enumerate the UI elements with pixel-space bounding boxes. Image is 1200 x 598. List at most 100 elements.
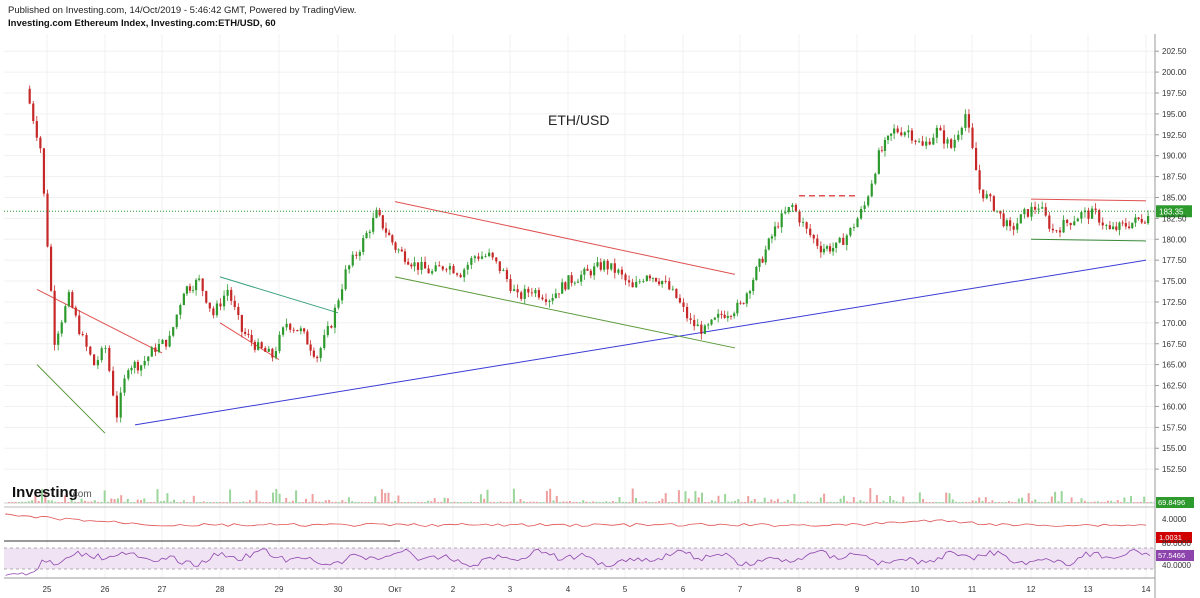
volume-bar [592, 501, 595, 503]
volume-bar [720, 501, 723, 503]
candle-body [889, 133, 893, 136]
candle-body [859, 208, 863, 219]
volume-bar [1040, 501, 1043, 503]
candle-body [1062, 219, 1065, 233]
volume-bar [206, 501, 208, 503]
candle-body [828, 246, 832, 252]
volume-bar [67, 501, 70, 503]
volume-bar [281, 502, 284, 503]
volume-bar [559, 501, 562, 503]
candle-body [498, 261, 501, 272]
price-tick-label: 165.00 [1162, 361, 1187, 370]
candle-body [627, 280, 631, 283]
volume-bar [763, 497, 766, 503]
volume-bar [496, 501, 499, 503]
candle-body [971, 127, 974, 148]
volume-bar [77, 501, 80, 503]
candle-body [917, 141, 921, 143]
trend-line [134, 259, 1147, 426]
volume-bar [582, 500, 585, 503]
candle-body [316, 356, 319, 359]
volume-bar [503, 501, 505, 503]
candle-body [564, 282, 567, 290]
volume-bar [87, 501, 90, 503]
candle-body [1098, 210, 1101, 223]
candle-body [330, 325, 333, 328]
candle-body [85, 335, 88, 347]
candle-body [448, 266, 452, 270]
candle-body [964, 114, 967, 128]
volume-bar [842, 495, 845, 503]
candle-body [452, 266, 455, 274]
candle-body [682, 302, 685, 307]
volume-bar [938, 501, 941, 503]
candle-body [143, 360, 146, 366]
candle-body [60, 322, 63, 334]
volume-bar [1113, 501, 1116, 503]
volume-bar [737, 499, 740, 503]
price-tick-label: 192.50 [1162, 131, 1187, 140]
candle-body [285, 323, 288, 328]
candle-body [580, 274, 583, 282]
volume-bar [384, 492, 387, 503]
candle-body [441, 266, 444, 270]
volume-bar [621, 501, 624, 503]
time-tick-label: 6 [681, 585, 686, 594]
candle-body [805, 222, 808, 229]
candle-body [812, 235, 815, 239]
volume-bar [875, 495, 878, 503]
volume-bar [400, 502, 403, 503]
volume-bar [651, 501, 654, 503]
time-tick-label: 28 [216, 585, 225, 594]
volume-bar [479, 494, 482, 503]
candle-body [1118, 222, 1121, 230]
candle-body [787, 207, 790, 213]
candle-body [309, 344, 312, 351]
candle-body [495, 257, 498, 262]
candle-body [516, 289, 519, 293]
volume-bar [644, 501, 647, 503]
volume-bar [872, 501, 875, 503]
volume-bar [1070, 497, 1073, 503]
oscillator-panel: 4.0000 1.0031 [4, 506, 1192, 543]
volume-bar [456, 501, 459, 503]
volume-bar [163, 500, 166, 503]
candle-body [825, 246, 829, 249]
volume-bar [1116, 500, 1119, 503]
candle-body [960, 127, 963, 135]
price-tick-label: 200.00 [1162, 68, 1187, 77]
volume-bar [308, 502, 311, 503]
candle-body [267, 348, 270, 352]
candle-body [410, 264, 413, 267]
volume-bar [354, 501, 357, 503]
volume-bar [453, 501, 456, 503]
volume-bar [90, 501, 93, 503]
volume-bar [519, 499, 522, 503]
volume-bar [1054, 491, 1057, 503]
volume-bar [433, 498, 436, 503]
candle-body [1026, 209, 1030, 217]
volume-bar [113, 499, 116, 503]
volume-bar [357, 501, 360, 503]
candle-body [675, 288, 678, 298]
candle-body [567, 275, 570, 290]
volume-bar [717, 495, 720, 503]
candle-body [739, 302, 742, 304]
volume-bar [790, 501, 793, 503]
price-tick-label: 152.50 [1162, 465, 1187, 474]
candle-body [696, 324, 699, 327]
candle-body [161, 339, 164, 344]
volume-bar [1143, 496, 1146, 503]
candle-body [46, 193, 49, 247]
volume-bar [895, 501, 898, 503]
price-tick-label: 167.50 [1162, 340, 1187, 349]
candle-body [717, 313, 720, 318]
volume-bar [202, 501, 205, 503]
volume-bar [209, 501, 212, 503]
volume-bar [1064, 501, 1066, 503]
price-axis[interactable]: 202.50 200.00 197.50 195.00 192.50 190.00 187.… [1154, 34, 1187, 598]
volume-bar [734, 500, 736, 503]
volume-bar [951, 499, 954, 503]
time-axis[interactable]: 25 26 27 28 29 30 Окт 2 3 4 5 6 7 8 9 10 11 12 13 14 [4, 577, 1155, 594]
